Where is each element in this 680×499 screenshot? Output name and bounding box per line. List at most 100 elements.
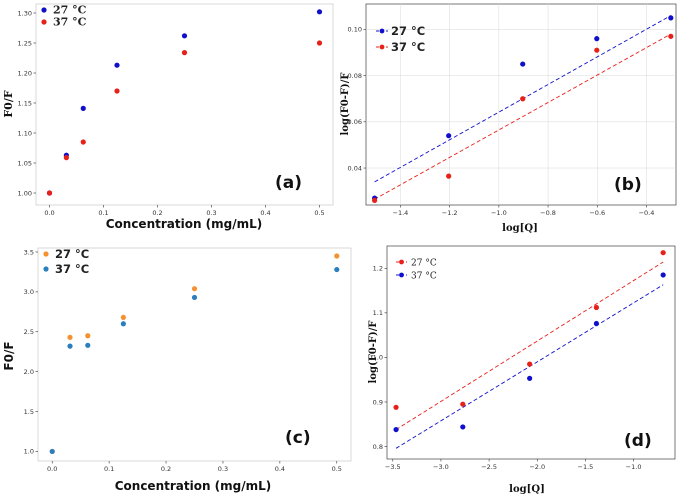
panel-c-x-axis-label: Concentration (mg/mL) <box>115 479 272 493</box>
panel-b-series-2-point <box>668 33 674 39</box>
panel-a-x-axis-label: Concentration (mg/mL) <box>106 217 263 231</box>
panel-a-y-tick-label: 1.15 <box>18 99 32 107</box>
panel-a-y-tick-label: 1.10 <box>18 129 32 137</box>
panel-d-y-tick-label: 0.9 <box>373 398 383 406</box>
panel-c-y-tick-label: 1.5 <box>24 408 34 416</box>
panel-d-legend-label-2: 37 °C <box>411 272 437 282</box>
panel-c-y-tick-label: 3.0 <box>24 288 34 296</box>
panel-a-legend-label-2: 37 °C <box>53 16 87 29</box>
panel-d-series-1-point <box>660 250 666 256</box>
panel-c-series-1-point <box>334 253 340 259</box>
panel-d-plot-frame <box>386 245 676 460</box>
panel-a-series-2-point <box>114 88 120 94</box>
panel-a-x-tick-label: 0.2 <box>152 209 162 217</box>
panel-d-x-tick-label: −2.0 <box>529 463 545 471</box>
panel-a-series-2-point <box>80 139 86 145</box>
panel-b-legend-label-2: 37 °C <box>391 40 425 54</box>
panel-c-legend-marker-2 <box>43 266 49 272</box>
panel-b-series-1-point <box>668 15 674 21</box>
panel-d-series-2-point <box>393 426 399 433</box>
panel-b-fit-line-2 <box>374 33 672 200</box>
panel-d-label: (d) <box>624 431 652 451</box>
panel-a-series-2-point <box>63 155 69 161</box>
panel-a-legend-marker-2 <box>41 19 47 25</box>
panel-d-x-tick-label: −1.0 <box>626 463 642 471</box>
panel-a-label: (a) <box>275 173 302 193</box>
panel-c-series-2-point <box>120 321 126 327</box>
panel-c-label: (c) <box>285 428 311 448</box>
panel-d-series-2-point <box>660 272 666 278</box>
panel-c-series-1-point <box>120 314 126 321</box>
panel-b-label: (b) <box>614 175 642 195</box>
panel-a-legend-marker-1 <box>41 7 47 13</box>
panel-d-x-tick-label: −2.5 <box>481 463 497 471</box>
panel-d-fit-line-1 <box>395 261 664 430</box>
panel-d-series-2-point <box>527 375 533 381</box>
panel-c-series-2-point <box>334 266 340 273</box>
panel-a-series-1-point <box>80 105 86 111</box>
panel-b-series-2-point <box>446 173 452 179</box>
panel-b-x-tick-label: −0.8 <box>540 209 556 217</box>
panel-a-series-2-point <box>46 190 53 196</box>
panel-c-x-tick-label: 0.5 <box>332 465 342 473</box>
panel-c-x-tick-label: 0.0 <box>47 465 57 473</box>
panel-c-series-2-point <box>85 342 91 348</box>
panel-b-x-tick-label: −0.6 <box>589 209 605 217</box>
panel-b-series-1-point <box>594 36 600 42</box>
panel-b-plot-frame <box>365 3 677 206</box>
panel-d-y-tick-label: 0.8 <box>373 443 383 451</box>
panel-c-legend-marker-1 <box>43 251 49 257</box>
panel-d-legend-marker-1 <box>399 259 404 265</box>
panel-b-series-1-point <box>446 133 452 139</box>
panel-b-y-tick-label: 0.04 <box>348 164 362 172</box>
panel-d-y-tick-label: 1.1 <box>373 309 383 317</box>
panel-b-x-tick-label: −1.2 <box>442 209 458 217</box>
panel-c-series-2-point <box>191 294 198 301</box>
panel-d-legend: 27 °C 37 °C <box>396 259 437 282</box>
panel-b-x-tick-label: −1.4 <box>393 209 409 217</box>
panel-d-x-tick-label: −3.5 <box>385 463 401 471</box>
panel-a-x-tick-label: 0.3 <box>206 209 216 217</box>
panel-c-x-tick-label: 0.2 <box>161 465 171 473</box>
panel-d-x-tick-label: −1.5 <box>578 463 594 471</box>
panel-c-series-1-point <box>67 334 73 340</box>
panel-c-legend-label-1: 27 °C <box>55 247 89 261</box>
panel-a-series-2-point <box>316 40 323 46</box>
panel-d-series-1-point <box>460 401 466 407</box>
panel-c-legend: 27 °C 37 °C <box>43 247 89 276</box>
panel-c-x-tick-label: 0.1 <box>104 465 114 473</box>
panel-d-legend-label-1: 27 °C <box>411 259 437 269</box>
panel-c-x-tick-label: 0.4 <box>275 465 285 473</box>
panel-c: 0.0 0.1 0.2 0.3 0.4 0.5 1.0 1.5 2.0 2.5 3.0 3.5 27… <box>2 247 352 493</box>
panel-c-legend-label-2: 37 °C <box>55 262 89 276</box>
panel-a-y-tick-label: 1.25 <box>18 39 32 47</box>
panel-b-y-tick-label: 0.08 <box>348 72 362 80</box>
panel-a-y-tick-label: 1.30 <box>18 9 32 17</box>
panel-d-y-axis-label: log(F0-F)/F <box>368 321 379 384</box>
panel-c-y-axis-label: F0/F <box>2 341 16 370</box>
panel-d-series-1-point <box>593 304 600 311</box>
panel-d-y-tick-label: 1.0 <box>373 354 383 362</box>
panel-b-x-tick-label: −1.0 <box>491 209 507 217</box>
panel-a-series-2-point <box>181 50 188 56</box>
panel-d-series-2-point <box>593 320 600 327</box>
panel-b-legend-label-1: 27 °C <box>391 24 425 38</box>
panel-a-y-tick-label: 1.00 <box>18 189 32 197</box>
panel-d-series-1-point <box>393 404 399 410</box>
panel-b-series-1-point <box>520 61 526 67</box>
panel-c-y-tick-label: 2.0 <box>24 368 34 376</box>
panel-d-y-tick-label: 1.2 <box>373 265 383 273</box>
panel-d-x-tick-label: −3.0 <box>433 463 449 471</box>
panel-b-y-tick-label: 0.10 <box>348 26 362 34</box>
panel-c-series-1-point <box>85 333 91 339</box>
panel-c-x-tick-label: 0.3 <box>218 465 228 473</box>
panel-c-y-tick-label: 1.0 <box>24 448 34 456</box>
panel-a-legend-label-1: 27 °C <box>53 4 87 17</box>
panel-d-series-1-point <box>527 361 533 367</box>
panel-a-series-1-point <box>181 33 188 39</box>
panel-c-series-2-point <box>49 448 55 455</box>
panel-c-series-1-point <box>191 286 198 292</box>
panel-a-series-1-point <box>114 62 120 68</box>
panel-b-series-2-point <box>520 96 526 102</box>
